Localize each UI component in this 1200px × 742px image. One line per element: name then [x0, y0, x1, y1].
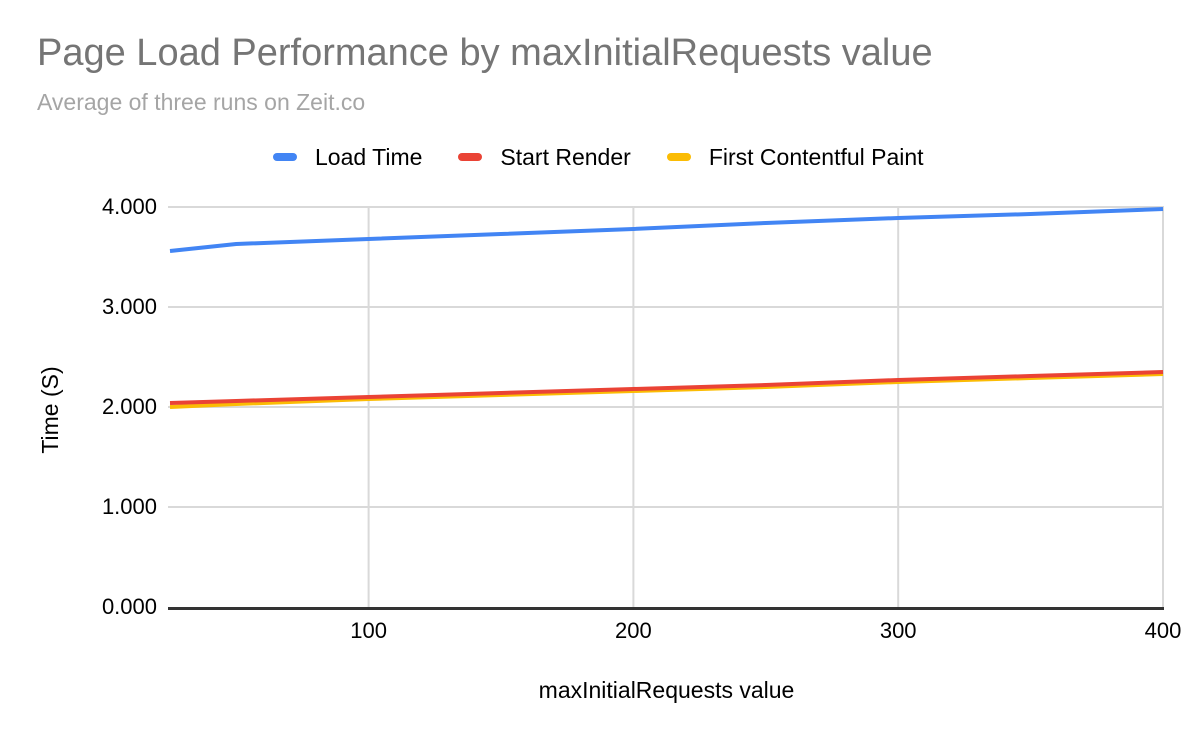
x-tick-label: 300 — [879, 618, 917, 643]
series-line-first-contentful-paint[interactable] — [169, 372, 1164, 409]
legend-swatch-first-contentful-paint — [666, 153, 691, 161]
y-tick-label: 4.000 — [101, 194, 157, 219]
x-axis-title: maxInitialRequests value — [538, 677, 795, 703]
legend-label: Start Render — [500, 144, 631, 170]
legend-label: First Contentful Paint — [708, 144, 924, 170]
series-line-load-time[interactable] — [169, 207, 1164, 253]
series-line-start-render[interactable] — [169, 370, 1164, 405]
legend: Load Time Start Render First Contentful … — [273, 143, 924, 171]
x-tick-label: 400 — [1144, 618, 1182, 643]
legend-swatch-start-render — [458, 153, 483, 161]
y-tick-label: 0.000 — [101, 594, 157, 619]
legend-label: Load Time — [315, 144, 423, 170]
x-tick-label: 100 — [350, 618, 387, 643]
legend-item-load-time[interactable]: Load Time — [273, 143, 422, 171]
y-tick-label: 3.000 — [101, 294, 157, 319]
y-tick-label: 2.000 — [101, 394, 157, 419]
y-axis-title: Time (S) — [37, 366, 63, 454]
legend-swatch-load-time — [273, 153, 297, 161]
y-tick-label: 1.000 — [101, 494, 157, 519]
chart-title: Page Load Performance by maxInitialReque… — [37, 32, 933, 74]
x-tick-label: 200 — [615, 618, 652, 643]
legend-item-first-contentful-paint[interactable]: First Contentful Paint — [666, 143, 924, 171]
legend-item-start-render[interactable]: Start Render — [458, 143, 631, 171]
chart-subtitle: Average of three runs on Zeit.co — [37, 89, 366, 115]
